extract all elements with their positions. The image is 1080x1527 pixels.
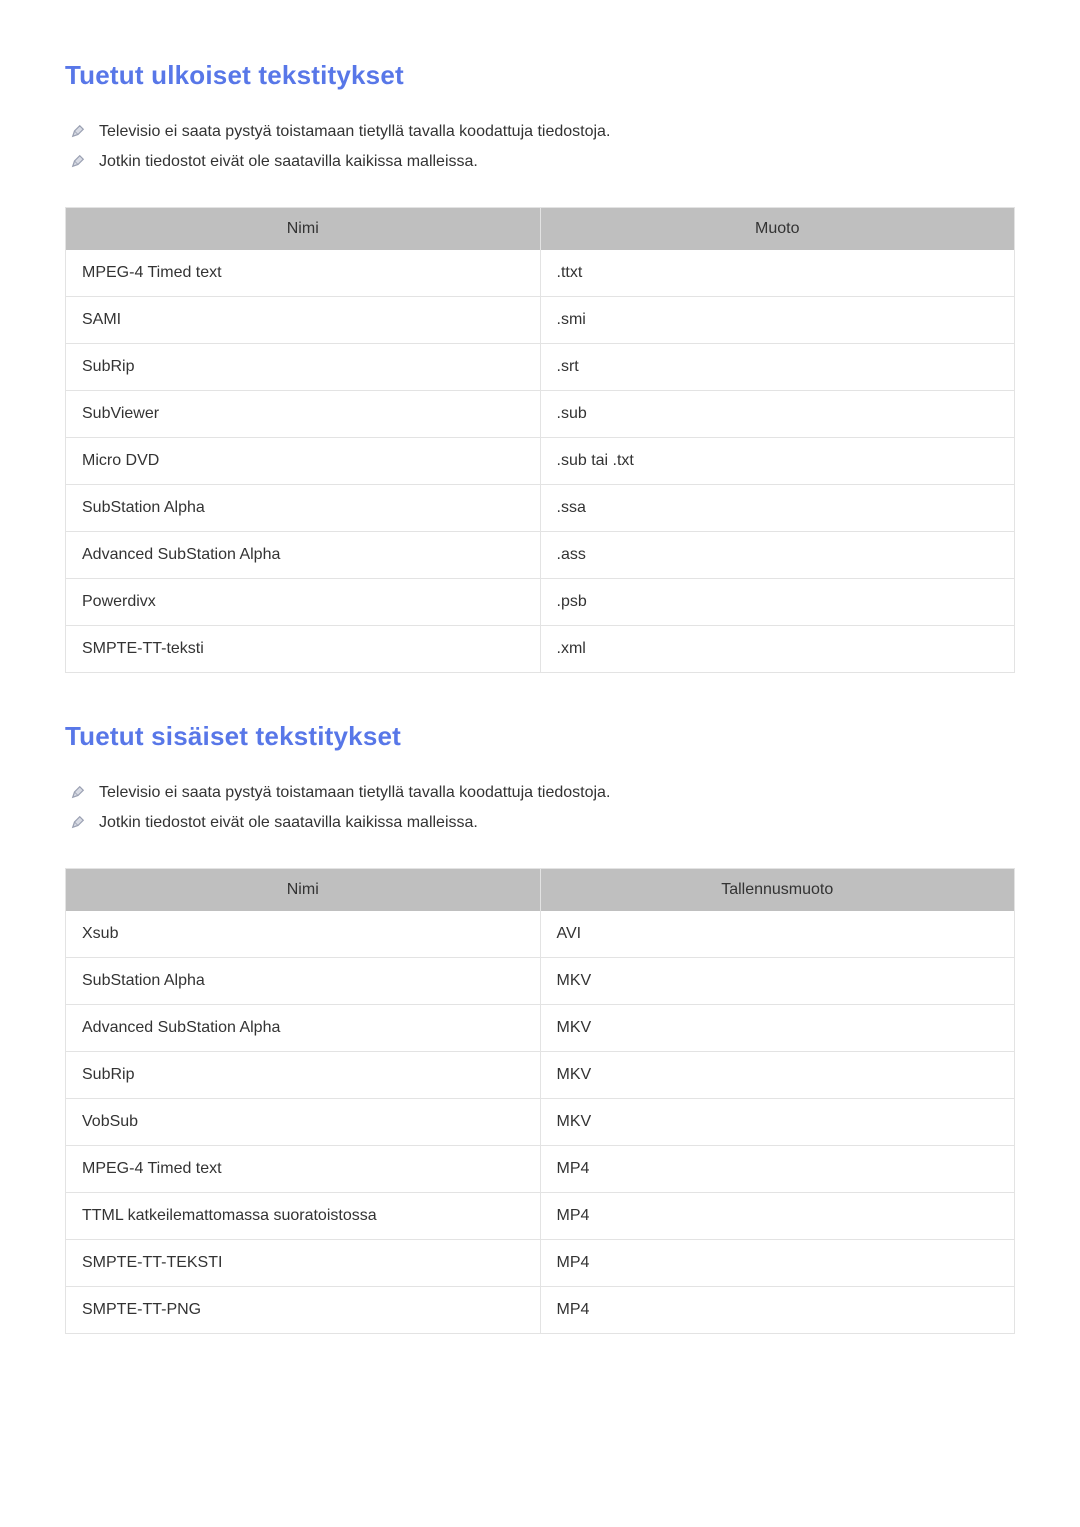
table-row: SubViewer.sub	[66, 391, 1015, 438]
table-cell: .psb	[540, 579, 1015, 626]
external-subtitles-table: Nimi Muoto MPEG-4 Timed text.ttxtSAMI.sm…	[65, 207, 1015, 673]
table-cell: VobSub	[66, 1099, 541, 1146]
table-cell: SMPTE-TT-TEKSTI	[66, 1240, 541, 1287]
table-row: SMPTE-TT-PNGMP4	[66, 1287, 1015, 1334]
notes-list: Televisio ei saata pystyä toistamaan tie…	[65, 780, 1015, 840]
table-cell: Powerdivx	[66, 579, 541, 626]
table-header-cell: Nimi	[66, 208, 541, 251]
table-cell: SubStation Alpha	[66, 485, 541, 532]
internal-subtitles-table: Nimi Tallennusmuoto XsubAVISubStation Al…	[65, 868, 1015, 1334]
table-cell: AVI	[540, 911, 1015, 958]
table-cell: Advanced SubStation Alpha	[66, 532, 541, 579]
table-row: Advanced SubStation Alpha.ass	[66, 532, 1015, 579]
table-cell: .sub	[540, 391, 1015, 438]
table-cell: .ssa	[540, 485, 1015, 532]
table-cell: Xsub	[66, 911, 541, 958]
table-header-cell: Muoto	[540, 208, 1015, 251]
table-cell: SAMI	[66, 297, 541, 344]
table-cell: MP4	[540, 1287, 1015, 1334]
table-cell: .ttxt	[540, 250, 1015, 297]
table-cell: SubViewer	[66, 391, 541, 438]
note-text: Jotkin tiedostot eivät ole saatavilla ka…	[99, 814, 1015, 832]
table-cell: MPEG-4 Timed text	[66, 1146, 541, 1193]
table-cell: .srt	[540, 344, 1015, 391]
table-row: Advanced SubStation AlphaMKV	[66, 1005, 1015, 1052]
table-row: SubRip.srt	[66, 344, 1015, 391]
note-text: Televisio ei saata pystyä toistamaan tie…	[99, 123, 1015, 141]
table-row: SubStation Alpha.ssa	[66, 485, 1015, 532]
table-row: VobSubMKV	[66, 1099, 1015, 1146]
section-title: Tuetut ulkoiset tekstitykset	[65, 60, 1015, 91]
table-cell: .smi	[540, 297, 1015, 344]
table-cell: MP4	[540, 1193, 1015, 1240]
section-internal-subtitles: Tuetut sisäiset tekstitykset Televisio e…	[65, 721, 1015, 1334]
notes-list: Televisio ei saata pystyä toistamaan tie…	[65, 119, 1015, 179]
table-header-cell: Nimi	[66, 869, 541, 912]
table-header-row: Nimi Tallennusmuoto	[66, 869, 1015, 912]
table-row: SubRipMKV	[66, 1052, 1015, 1099]
note-item: Televisio ei saata pystyä toistamaan tie…	[65, 119, 1015, 149]
table-cell: SubRip	[66, 1052, 541, 1099]
pencil-icon	[71, 784, 99, 799]
table-cell: TTML katkeilemattomassa suoratoistossa	[66, 1193, 541, 1240]
table-body: XsubAVISubStation AlphaMKVAdvanced SubSt…	[66, 911, 1015, 1334]
table-cell: SMPTE-TT-teksti	[66, 626, 541, 673]
table-cell: MKV	[540, 958, 1015, 1005]
table-cell: .xml	[540, 626, 1015, 673]
note-item: Jotkin tiedostot eivät ole saatavilla ka…	[65, 810, 1015, 840]
table-cell: Micro DVD	[66, 438, 541, 485]
table-row: SAMI.smi	[66, 297, 1015, 344]
table-cell: MPEG-4 Timed text	[66, 250, 541, 297]
section-external-subtitles: Tuetut ulkoiset tekstitykset Televisio e…	[65, 60, 1015, 673]
pencil-icon	[71, 123, 99, 138]
table-cell: SubStation Alpha	[66, 958, 541, 1005]
table-cell: Advanced SubStation Alpha	[66, 1005, 541, 1052]
table-cell: MP4	[540, 1146, 1015, 1193]
table-row: SMPTE-TT-teksti.xml	[66, 626, 1015, 673]
table-row: MPEG-4 Timed text.ttxt	[66, 250, 1015, 297]
note-item: Televisio ei saata pystyä toistamaan tie…	[65, 780, 1015, 810]
note-text: Jotkin tiedostot eivät ole saatavilla ka…	[99, 153, 1015, 171]
table-row: XsubAVI	[66, 911, 1015, 958]
table-cell: MKV	[540, 1052, 1015, 1099]
table-row: MPEG-4 Timed textMP4	[66, 1146, 1015, 1193]
table-header-row: Nimi Muoto	[66, 208, 1015, 251]
table-body: MPEG-4 Timed text.ttxtSAMI.smiSubRip.srt…	[66, 250, 1015, 673]
table-row: TTML katkeilemattomassa suoratoistossaMP…	[66, 1193, 1015, 1240]
table-cell: .sub tai .txt	[540, 438, 1015, 485]
pencil-icon	[71, 153, 99, 168]
table-cell: SubRip	[66, 344, 541, 391]
note-text: Televisio ei saata pystyä toistamaan tie…	[99, 784, 1015, 802]
table-row: SMPTE-TT-TEKSTIMP4	[66, 1240, 1015, 1287]
table-header-cell: Tallennusmuoto	[540, 869, 1015, 912]
table-row: Micro DVD.sub tai .txt	[66, 438, 1015, 485]
table-cell: .ass	[540, 532, 1015, 579]
table-cell: SMPTE-TT-PNG	[66, 1287, 541, 1334]
table-row: SubStation AlphaMKV	[66, 958, 1015, 1005]
section-title: Tuetut sisäiset tekstitykset	[65, 721, 1015, 752]
note-item: Jotkin tiedostot eivät ole saatavilla ka…	[65, 149, 1015, 179]
table-cell: MKV	[540, 1099, 1015, 1146]
table-cell: MP4	[540, 1240, 1015, 1287]
pencil-icon	[71, 814, 99, 829]
table-row: Powerdivx.psb	[66, 579, 1015, 626]
table-cell: MKV	[540, 1005, 1015, 1052]
